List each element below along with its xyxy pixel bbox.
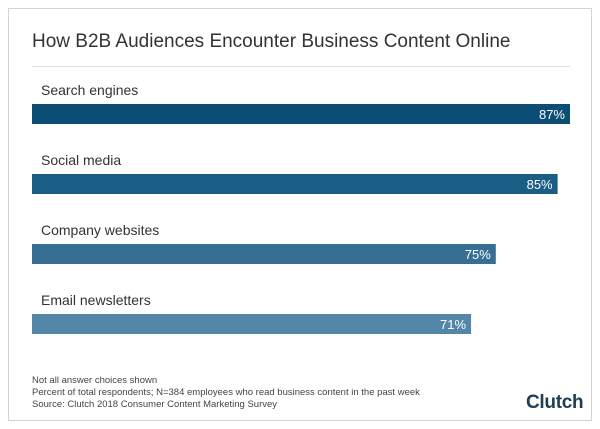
value-label: 75% [465, 247, 491, 262]
title-divider [32, 66, 570, 67]
value-label: 85% [527, 177, 553, 192]
category-label: Social media [41, 152, 121, 168]
category-label: Company websites [41, 222, 159, 238]
clutch-logo: Clutch [526, 392, 584, 413]
bar [32, 244, 496, 264]
value-label: 71% [440, 317, 466, 332]
footnote-1: Not all answer choices shown [32, 375, 158, 386]
footnote-3: Source: Clutch 2018 Consumer Content Mar… [32, 399, 278, 410]
footnote-2: Percent of total respondents; N=384 empl… [32, 387, 420, 398]
bar [32, 174, 558, 194]
bar [32, 104, 570, 124]
chart-title: How B2B Audiences Encounter Business Con… [32, 31, 511, 52]
chart-frame [8, 8, 592, 421]
bar [32, 314, 472, 334]
footnotes: Not all answer choices shown Percent of … [32, 375, 420, 411]
category-label: Search engines [41, 82, 138, 98]
value-label: 87% [539, 107, 565, 122]
category-label: Email newsletters [41, 292, 151, 308]
